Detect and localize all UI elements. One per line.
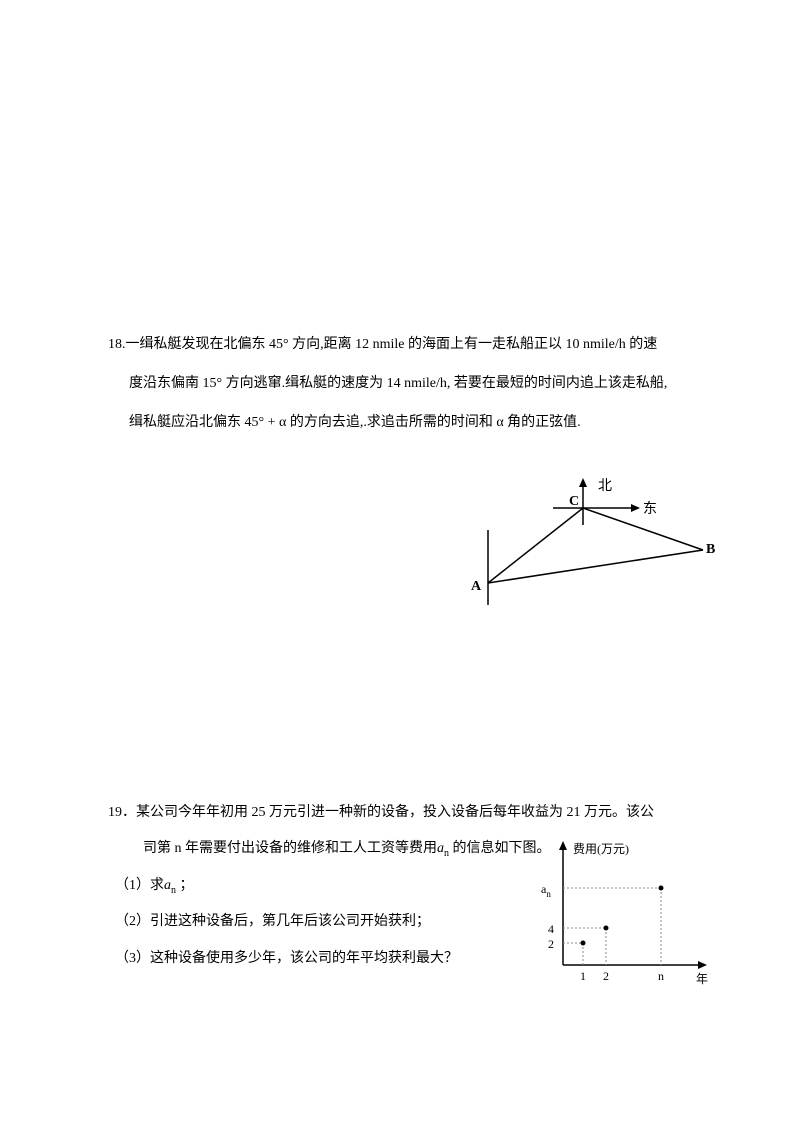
problem-19-diagram: 费用(万元) 年 2 4 an 1 2 n <box>528 835 718 1000</box>
page-content: 18.一缉私艇发现在北偏东 45° 方向,距离 12 nmile 的海面上有一走… <box>108 325 708 443</box>
point-b-label: B <box>706 542 715 557</box>
problem-18-diagram: 北 东 C A B <box>443 475 723 641</box>
problem-18-number: 18. <box>108 337 126 352</box>
diagram-18-svg: 北 东 C A B <box>443 475 723 625</box>
dot-2 <box>604 926 609 931</box>
east-label: 东 <box>643 501 657 517</box>
xtick-2: 2 <box>603 969 609 983</box>
point-c-label: C <box>569 494 579 509</box>
problem-18: 18.一缉私艇发现在北偏东 45° 方向,距离 12 nmile 的海面上有一走… <box>108 325 708 443</box>
line-ab <box>488 550 703 583</box>
line-ca <box>488 508 583 583</box>
problem-19-line1: 19．某公司今年年初用 25 万元引进一种新的设备，投入设备后每年收益为 21 … <box>108 795 708 831</box>
problem-19-number: 19． <box>108 805 136 820</box>
north-arrow <box>579 478 587 487</box>
sub1-end: ； <box>176 878 194 893</box>
problem-18-line2: 度沿东偏南 15° 方向逃窜.缉私艇的速度为 14 nmile/h, 若要在最短… <box>108 364 708 403</box>
x-arrow <box>698 961 707 969</box>
problem-19-text-1: 某公司今年年初用 25 万元引进一种新的设备，投入设备后每年收益为 21 万元。… <box>136 805 654 820</box>
xtick-n: n <box>658 969 664 983</box>
east-arrow <box>631 504 640 512</box>
dot-1 <box>581 941 586 946</box>
problem-19-text-2: 司第 n 年需要付出设备的维修和工人工资等费用 <box>143 841 437 856</box>
y-arrow <box>559 841 567 850</box>
ytick-an: an <box>541 882 551 899</box>
xtick-1: 1 <box>580 969 586 983</box>
problem-18-line3: 缉私艇应沿北偏东 45° + α 的方向去追,.求追击所需的时间和 α 角的正弦… <box>108 403 708 442</box>
y-axis-label: 费用(万元) <box>573 842 629 856</box>
x-axis-label: 年 <box>696 972 708 986</box>
north-label: 北 <box>598 478 612 494</box>
problem-19-var: a <box>437 841 444 856</box>
ytick-4: 4 <box>548 922 554 936</box>
problem-18-text-1: 一缉私艇发现在北偏东 45° 方向,距离 12 nmile 的海面上有一走私船正… <box>126 337 658 352</box>
diagram-19-svg: 费用(万元) 年 2 4 an 1 2 n <box>528 835 718 995</box>
problem-18-line1: 18.一缉私艇发现在北偏东 45° 方向,距离 12 nmile 的海面上有一走… <box>108 325 708 364</box>
dot-n <box>659 886 664 891</box>
point-a-label: A <box>471 579 482 594</box>
sub1-var: a <box>164 878 171 893</box>
sub1-label: （1）求 <box>115 878 164 893</box>
ytick-2: 2 <box>548 937 554 951</box>
